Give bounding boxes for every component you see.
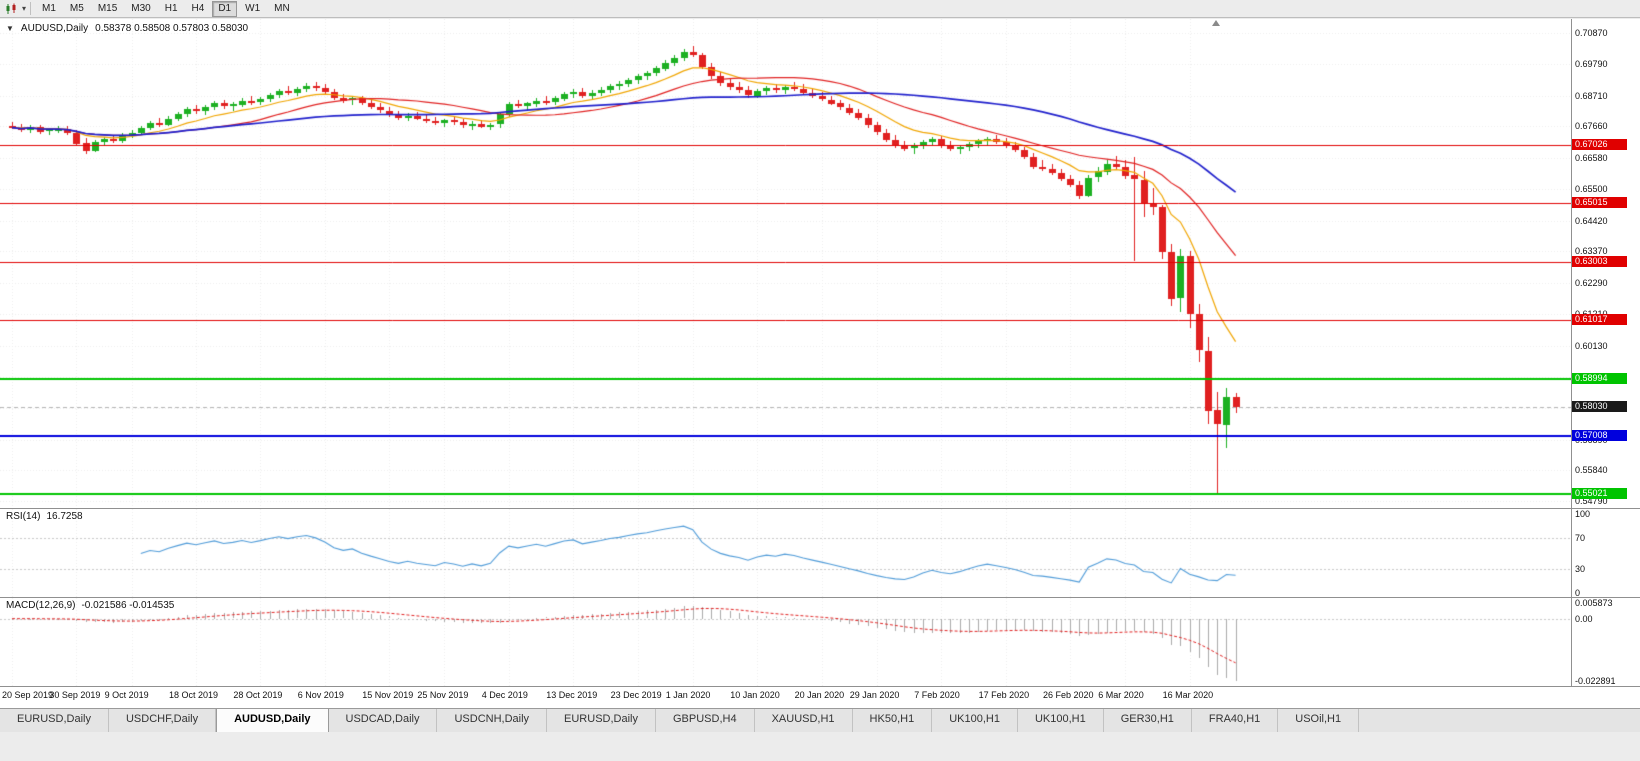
price-tick: 0.67660 (1575, 121, 1608, 132)
timeframe-button-mn[interactable]: MN (268, 1, 296, 17)
date-label: 9 Oct 2019 (104, 690, 149, 700)
date-label: 29 Jan 2020 (849, 690, 900, 700)
timeframe-button-w1[interactable]: W1 (239, 1, 266, 17)
timeframe-button-h4[interactable]: H4 (186, 1, 211, 17)
candlestick-icon (6, 3, 16, 14)
chart-tab-ger30-h1[interactable]: GER30,H1 (1104, 709, 1192, 732)
current-price-label: 0.58030 (1572, 400, 1627, 412)
chart-title-symbol: AUDUSD,Daily (20, 23, 89, 34)
hline-price-label: 0.63003 (1572, 255, 1627, 267)
price-tick: 0.62290 (1575, 277, 1608, 288)
date-label: 18 Oct 2019 (169, 690, 219, 700)
hline-price-label: 0.67026 (1572, 138, 1627, 150)
chart-tab-usdcad-daily[interactable]: USDCAD,Daily (329, 709, 438, 732)
macd-tick: -0.022891 (1575, 675, 1616, 686)
price-tick: 0.60130 (1575, 340, 1608, 351)
date-label: 4 Dec 2019 (481, 690, 528, 700)
rsi-tick: 100 (1575, 509, 1591, 519)
main-chart-canvas[interactable] (0, 19, 1571, 508)
toolbar: ▾ M1 M5 M15 M30 H1 H4 D1 W1 MN (0, 0, 1640, 18)
date-label: 20 Jan 2020 (794, 690, 845, 700)
date-label: 1 Jan 2020 (665, 690, 711, 700)
price-tick: 0.55840 (1575, 465, 1608, 476)
chart-tab-usdchf-daily[interactable]: USDCHF,Daily (109, 709, 217, 732)
rsi-label: RSI(14) 16.7258 (6, 511, 83, 522)
rsi-tick: 30 (1575, 564, 1586, 575)
date-label: 15 Nov 2019 (362, 690, 414, 700)
rsi-canvas[interactable] (0, 509, 1571, 597)
price-tick: 0.65500 (1575, 184, 1608, 195)
price-tick: 0.63370 (1575, 246, 1608, 257)
timeframe-button-m1[interactable]: M1 (36, 1, 62, 17)
macd-tick: 0.005873 (1575, 597, 1613, 608)
macd-values: -0.021586 -0.014535 (81, 600, 175, 611)
hline-price-label: 0.55021 (1572, 488, 1627, 500)
macd-canvas[interactable] (0, 598, 1571, 686)
chart-type-icon[interactable] (3, 1, 21, 17)
date-label: 17 Feb 2020 (978, 690, 1030, 700)
date-label: 30 Sep 2019 (49, 690, 101, 700)
panel-separator[interactable] (0, 597, 1640, 598)
date-label: 10 Jan 2020 (730, 690, 780, 700)
panel-separator[interactable] (0, 508, 1640, 509)
chart-tab-gbpusd-h4[interactable]: GBPUSD,H4 (656, 709, 755, 732)
date-label: 7 Feb 2020 (914, 690, 960, 700)
timeframe-button-m5[interactable]: M5 (64, 1, 90, 17)
date-label: 16 Mar 2020 (1162, 690, 1214, 700)
chart-collapse-icon[interactable]: ▼ (6, 24, 14, 33)
macd-name: MACD(12,26,9) (6, 600, 76, 611)
chart-tab-uk100-h1[interactable]: UK100,H1 (932, 709, 1018, 732)
chart-title-ohlc: 0.58378 0.58508 0.57803 0.58030 (95, 23, 249, 34)
price-tick: 0.66580 (1575, 152, 1608, 163)
chart-tab-audusd-daily[interactable]: AUDUSD,Daily (216, 709, 329, 732)
date-label: 23 Dec 2019 (610, 690, 662, 700)
date-label: 25 Nov 2019 (417, 690, 469, 700)
price-tick: 0.70870 (1575, 27, 1608, 38)
rsi-tick: 0 (1575, 588, 1581, 598)
chart-tab-bar: EURUSD,Daily USDCHF,Daily AUDUSD,Daily USDC… (0, 708, 1640, 732)
chart-shift-marker[interactable] (1212, 20, 1220, 26)
timeframe-button-d1[interactable]: D1 (212, 0, 238, 17)
price-tick: 0.69790 (1575, 59, 1608, 70)
timeframe-button-h1[interactable]: H1 (159, 1, 184, 17)
rsi-value: 16.7258 (46, 511, 83, 522)
date-label: 26 Feb 2020 (1043, 690, 1094, 700)
date-label: 13 Dec 2019 (546, 690, 598, 700)
hline-price-label: 0.57008 (1572, 430, 1627, 442)
date-axis-border (0, 686, 1640, 687)
chart-ohlc-readout: ▼ AUDUSD,Daily 0.58378 0.58508 0.57803 0… (6, 23, 248, 34)
date-label: 28 Oct 2019 (233, 690, 283, 700)
toolbar-separator (30, 2, 32, 15)
chart-tab-xauusd-h1[interactable]: XAUUSD,H1 (755, 709, 853, 732)
chart-tab-fra40-h1[interactable]: FRA40,H1 (1192, 709, 1279, 732)
chart-tab-eurusd-daily[interactable]: EURUSD,Daily (0, 709, 109, 732)
price-tick: 0.64420 (1575, 215, 1608, 226)
chart-tab-uk100-h1[interactable]: UK100,H1 (1018, 709, 1104, 732)
price-axis-border (1571, 19, 1572, 686)
chart-tab-usdcnh-daily[interactable]: USDCNH,Daily (437, 709, 548, 732)
macd-tick: 0.00 (1575, 613, 1593, 624)
hline-price-label: 0.61017 (1572, 313, 1627, 325)
date-label: 6 Nov 2019 (297, 690, 344, 700)
hline-price-label: 0.65015 (1572, 197, 1627, 209)
chart-tab-usoil-h1[interactable]: USOil,H1 (1278, 709, 1360, 732)
chart-tab-eurusd-daily[interactable]: EURUSD,Daily (547, 709, 656, 732)
chart-tab-hk50-h1[interactable]: HK50,H1 (853, 709, 933, 732)
timeframe-button-group: M1 M5 M15 M30 H1 H4 D1 W1 MN (35, 0, 297, 17)
price-tick: 0.54790 (1575, 496, 1608, 506)
chart-type-dropdown-icon[interactable]: ▾ (22, 4, 27, 13)
macd-label: MACD(12,26,9) -0.021586 -0.014535 (6, 600, 174, 611)
rsi-name: RSI(14) (6, 511, 41, 522)
timeframe-button-m30[interactable]: M30 (125, 1, 156, 17)
price-tick: 0.68710 (1575, 90, 1608, 101)
timeframe-button-m15[interactable]: M15 (92, 1, 123, 17)
date-label: 20 Sep 2019 (2, 690, 54, 700)
rsi-tick: 70 (1575, 532, 1586, 543)
hline-price-label: 0.58994 (1572, 372, 1627, 384)
chart-window: ▼ AUDUSD,Daily 0.58378 0.58508 0.57803 0… (0, 19, 1640, 708)
date-label: 6 Mar 2020 (1098, 690, 1144, 700)
